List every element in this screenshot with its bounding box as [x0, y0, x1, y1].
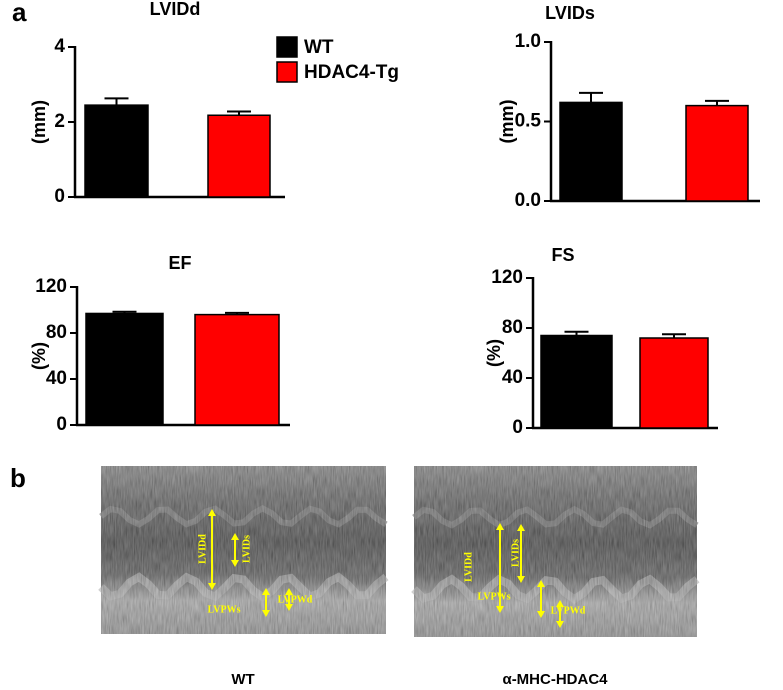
- y-tick-label: 0: [512, 417, 523, 438]
- legend-swatch: [276, 61, 298, 83]
- chart-title: LVIDs: [545, 3, 595, 23]
- annotation: LVIDd: [197, 534, 208, 564]
- y-tick-label: 40: [46, 368, 67, 389]
- arrow-head: [517, 524, 525, 583]
- bar: [84, 104, 149, 198]
- y-tick-label: 2: [54, 111, 65, 132]
- annotation: LVIDs: [241, 535, 252, 563]
- y-tick-label: 1.0: [515, 31, 541, 52]
- y-axis-label: (mm): [497, 99, 517, 143]
- panel-label: a: [12, 0, 27, 27]
- bar: [559, 101, 623, 202]
- y-tick-label: 0: [56, 414, 67, 435]
- bar: [207, 114, 271, 198]
- arrow-head: [285, 588, 293, 611]
- y-tick-label: 80: [46, 322, 67, 343]
- y-axis-label: (%): [29, 342, 49, 370]
- y-axis-label: (mm): [29, 100, 49, 144]
- annotation: LVPWs: [478, 591, 511, 602]
- echo-panels: WT LVIDd LVIDs LVPWs LVPWd α-MHC-HDAC4 LVIDd LV…: [98, 466, 700, 688]
- echo-noise: [101, 466, 386, 634]
- y-tick-label: 0.5: [515, 111, 542, 132]
- bar: [540, 334, 613, 429]
- arrow-head: [556, 600, 564, 628]
- y-tick-label: 80: [502, 317, 523, 338]
- chart-title: LVIDd: [150, 0, 201, 19]
- bar: [194, 313, 280, 426]
- legend-swatch: [276, 36, 298, 58]
- annotation: LVPWd: [551, 605, 586, 616]
- annotation: LVPWd: [278, 594, 313, 605]
- annotation: LVPWs: [208, 604, 241, 615]
- chart-title: FS: [551, 245, 574, 265]
- legend-label: HDAC4-Tg: [304, 62, 399, 83]
- bar: [639, 337, 709, 429]
- y-tick-label: 120: [491, 267, 523, 288]
- echo-noise: [414, 466, 697, 637]
- bar: [685, 104, 749, 202]
- legend-label: WT: [304, 37, 334, 58]
- annotation: LVIDs: [510, 539, 521, 567]
- arrow-head: [262, 588, 270, 617]
- y-axis-label: (%): [484, 339, 504, 367]
- chart-title: EF: [168, 253, 191, 273]
- annotation: LVIDd: [463, 552, 474, 582]
- y-tick-label: 0.0: [515, 190, 541, 211]
- y-tick-label: 4: [54, 36, 65, 57]
- y-tick-label: 0: [54, 186, 65, 207]
- bar: [85, 312, 164, 426]
- image-caption: WT: [231, 671, 254, 688]
- arrow-head: [231, 533, 239, 567]
- image-caption: α-MHC-HDAC4: [502, 671, 608, 688]
- panel-label: b: [10, 463, 26, 493]
- y-tick-label: 120: [35, 276, 67, 297]
- y-tick-label: 40: [502, 367, 523, 388]
